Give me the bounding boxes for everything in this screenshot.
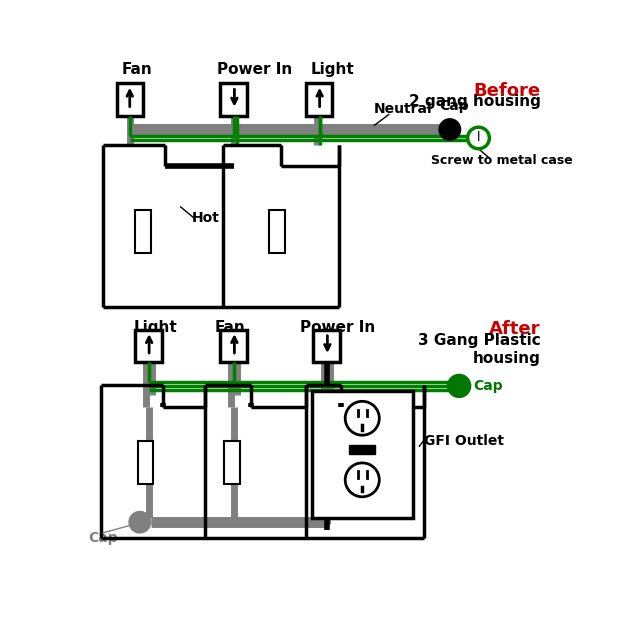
Bar (220, 83, 247, 116)
Bar (349, 445, 375, 454)
Bar (312, 391, 413, 518)
Bar (135, 329, 161, 362)
Text: Screw to metal case: Screw to metal case (431, 154, 573, 167)
Circle shape (345, 463, 379, 497)
Circle shape (440, 120, 460, 139)
Circle shape (345, 401, 379, 435)
Text: l: l (477, 132, 480, 144)
Text: Cap: Cap (473, 379, 503, 393)
Text: After: After (489, 321, 540, 338)
Bar (135, 210, 150, 253)
Text: Power In: Power In (217, 62, 293, 77)
Bar (220, 329, 247, 362)
Bar (314, 329, 340, 362)
Text: 3 Gang Plastic
housing: 3 Gang Plastic housing (418, 333, 540, 367)
Text: Power In: Power In (300, 321, 375, 335)
Text: Cap: Cap (440, 100, 469, 113)
Text: Fan: Fan (122, 62, 153, 77)
Text: 2 gang housing: 2 gang housing (409, 94, 540, 109)
Circle shape (448, 375, 470, 397)
Text: Light: Light (133, 321, 177, 335)
Text: Hot: Hot (192, 211, 220, 225)
Text: Neutral: Neutral (374, 103, 432, 117)
Text: Cap: Cap (89, 530, 118, 544)
Bar (269, 210, 284, 253)
Bar (224, 442, 240, 484)
Circle shape (130, 512, 150, 532)
Circle shape (467, 127, 490, 149)
Text: Light: Light (311, 62, 354, 77)
Text: Fan: Fan (215, 321, 246, 335)
Bar (305, 83, 332, 116)
Text: Before: Before (473, 82, 540, 100)
Text: GFI Outlet: GFI Outlet (424, 434, 504, 449)
Bar (138, 442, 153, 484)
Bar (117, 83, 143, 116)
